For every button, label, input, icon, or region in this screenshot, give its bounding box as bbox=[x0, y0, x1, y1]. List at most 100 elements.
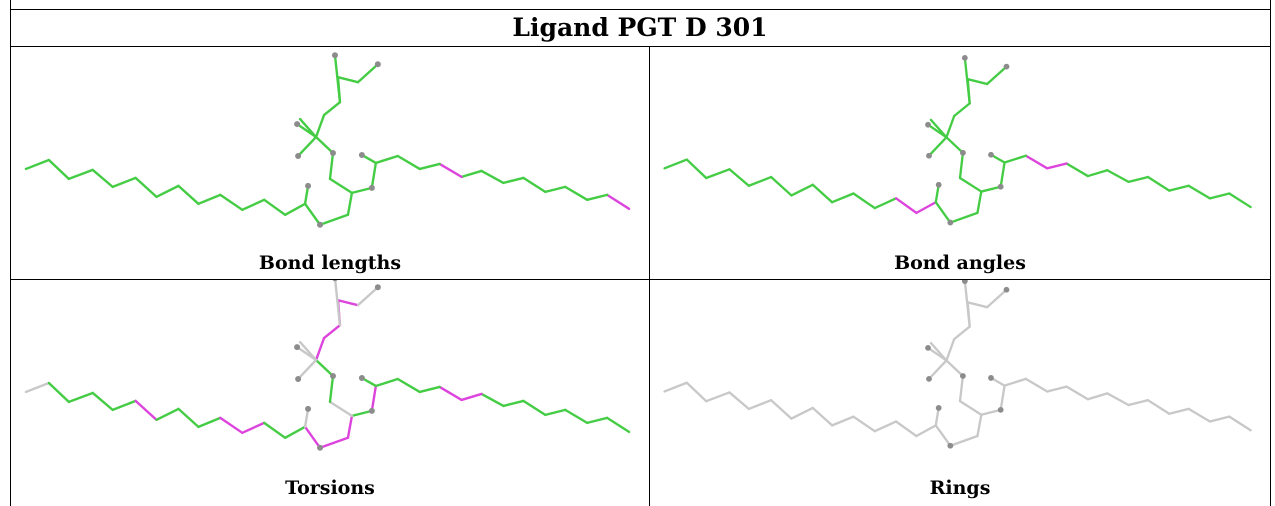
atom-marker bbox=[1003, 286, 1010, 293]
bond-line bbox=[314, 336, 326, 362]
rings-caption: Rings bbox=[929, 477, 991, 499]
atom-marker bbox=[331, 52, 338, 59]
bond-line bbox=[47, 158, 71, 181]
bond-line bbox=[263, 198, 287, 216]
bond-line bbox=[790, 406, 814, 420]
atom-marker bbox=[926, 375, 932, 382]
bond-line bbox=[155, 184, 180, 199]
bond-lengths-molecule bbox=[24, 52, 631, 228]
bond-line bbox=[1046, 162, 1068, 170]
bond-line bbox=[894, 420, 918, 438]
bond-line bbox=[24, 158, 51, 171]
atom-marker bbox=[305, 405, 312, 412]
bond-line bbox=[336, 76, 360, 84]
bond-line bbox=[1003, 154, 1028, 164]
bond-line bbox=[67, 168, 94, 181]
bond-line bbox=[958, 374, 965, 403]
atom-marker bbox=[358, 151, 365, 158]
atom-marker bbox=[960, 373, 966, 379]
bond-line bbox=[111, 176, 137, 189]
bond-line bbox=[177, 407, 200, 429]
atom-marker bbox=[961, 280, 968, 284]
bond-line bbox=[728, 391, 750, 411]
torsions-molecule bbox=[24, 280, 631, 451]
bond-line bbox=[314, 358, 335, 378]
atom-marker bbox=[295, 375, 302, 382]
atom-marker bbox=[330, 373, 336, 379]
bond-line bbox=[958, 176, 983, 193]
bond-line bbox=[303, 425, 322, 449]
bond-line bbox=[1146, 175, 1171, 192]
bond-line bbox=[1106, 169, 1130, 184]
bond-line bbox=[1187, 407, 1212, 423]
atom-marker bbox=[1003, 63, 1010, 70]
bond-line bbox=[980, 185, 1002, 193]
bond-line bbox=[544, 185, 567, 194]
bond-line bbox=[1024, 377, 1049, 393]
bond-line bbox=[949, 211, 979, 224]
bond-line bbox=[564, 408, 589, 425]
bond-line bbox=[985, 288, 1008, 309]
bond-line bbox=[356, 63, 380, 84]
bond-line bbox=[1228, 415, 1252, 432]
bond-line bbox=[219, 416, 244, 435]
atom-marker bbox=[374, 284, 381, 291]
bond-line bbox=[303, 407, 310, 429]
bond-line bbox=[241, 198, 266, 211]
bond-line bbox=[685, 381, 708, 403]
atom-marker bbox=[988, 151, 994, 158]
bond-line bbox=[1187, 184, 1212, 200]
bond-line bbox=[1086, 392, 1109, 401]
bond-line bbox=[197, 193, 222, 206]
bond-line bbox=[949, 434, 979, 447]
bond-line bbox=[328, 151, 335, 181]
bond-line bbox=[585, 193, 609, 202]
bond-line bbox=[134, 176, 158, 199]
bond-line bbox=[769, 175, 793, 197]
bond-line bbox=[963, 280, 971, 328]
bond-line bbox=[873, 197, 898, 210]
bond-line bbox=[522, 399, 547, 417]
bond-line bbox=[980, 408, 1002, 416]
bond-line bbox=[945, 359, 965, 378]
bond-line bbox=[1208, 415, 1231, 423]
bond-line bbox=[705, 168, 731, 180]
bond-line bbox=[1127, 399, 1150, 407]
bond-line bbox=[328, 400, 354, 418]
bond-line bbox=[811, 183, 834, 204]
bond-line bbox=[564, 185, 589, 202]
atom-marker bbox=[947, 219, 954, 226]
atom-marker bbox=[368, 184, 375, 191]
bond-line bbox=[480, 392, 505, 408]
bond-line bbox=[1046, 385, 1068, 393]
torsions-caption: Torsions bbox=[285, 477, 375, 499]
atom-marker bbox=[997, 183, 1004, 190]
bond-line bbox=[605, 416, 631, 434]
bond-line bbox=[370, 384, 378, 413]
atom-marker bbox=[317, 221, 324, 228]
bond-line bbox=[328, 374, 335, 404]
bond-line bbox=[966, 78, 989, 86]
bond-line bbox=[958, 399, 983, 416]
bond-line bbox=[852, 192, 876, 210]
bond-line bbox=[927, 136, 948, 157]
bond-line bbox=[298, 340, 318, 362]
bond-line bbox=[728, 168, 750, 187]
atom-marker bbox=[925, 121, 931, 128]
bond-line bbox=[929, 341, 948, 362]
bond-line bbox=[263, 421, 287, 439]
bond-line bbox=[438, 162, 463, 179]
atom-marker bbox=[317, 444, 324, 451]
bond-line bbox=[945, 114, 956, 139]
bond-line bbox=[460, 169, 483, 179]
bond-line bbox=[134, 399, 158, 422]
bond-angles-caption: Bond angles bbox=[894, 252, 1026, 274]
bond-line bbox=[985, 65, 1008, 86]
bond-line bbox=[747, 175, 773, 187]
bond-line bbox=[1127, 175, 1150, 184]
bond-line bbox=[370, 161, 378, 190]
bond-line bbox=[1208, 192, 1231, 200]
bond-line bbox=[1024, 154, 1049, 170]
